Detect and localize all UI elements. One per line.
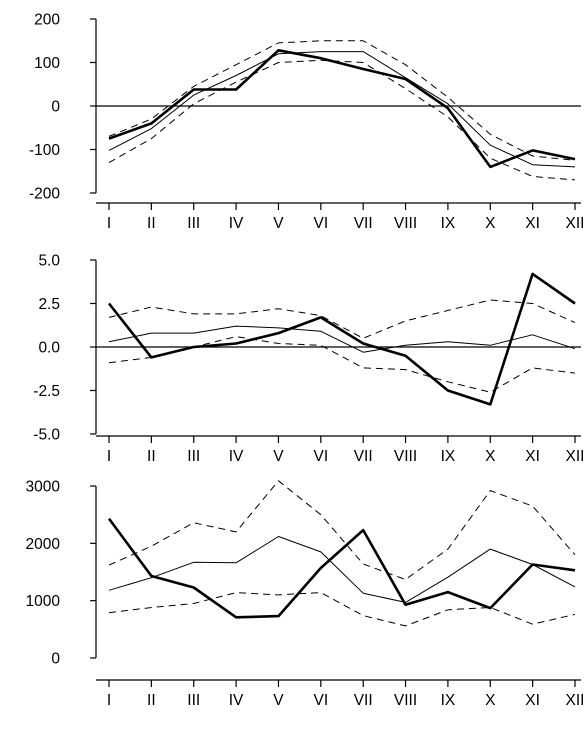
x-tick-label: VII [354, 215, 373, 232]
x-tick-label: IV [229, 448, 244, 465]
y-tick-label: 2.5 [38, 296, 60, 313]
series-line-dashed [108, 59, 576, 181]
series-line-dashed [108, 40, 576, 161]
x-tick-label: X [485, 692, 496, 709]
y-tick-label: 0 [51, 99, 60, 116]
series-line-thin [108, 325, 576, 353]
series-line-thin [108, 536, 576, 603]
series-line-dashed [108, 592, 576, 627]
series-line-thin [108, 51, 576, 168]
x-tick-label: VIII [394, 448, 417, 465]
x-tick-label: I [107, 215, 111, 232]
x-tick-label: III [187, 215, 200, 232]
x-tick-label: V [273, 215, 284, 232]
y-tick-label: -200 [29, 186, 60, 203]
y-tick-label: 200 [34, 12, 60, 29]
x-tick-label: VII [354, 692, 373, 709]
x-tick-label: IX [441, 215, 456, 232]
x-tick-label: V [273, 448, 284, 465]
y-tick-label: 5.0 [38, 253, 60, 270]
x-tick-label: III [187, 692, 200, 709]
x-tick-label: X [485, 215, 496, 232]
x-tick-label: VI [313, 448, 328, 465]
y-tick-label: 0 [51, 651, 60, 668]
series-line-bold [107, 517, 576, 619]
series-line-bold [107, 272, 576, 406]
x-tick-label: XI [525, 215, 540, 232]
x-tick-label: XII [566, 448, 585, 465]
y-tick-label: -100 [29, 142, 60, 159]
series-line-dashed [108, 299, 576, 339]
x-tick-label: II [147, 215, 156, 232]
x-tick-label: XII [566, 692, 585, 709]
y-tick-label: 2000 [26, 536, 61, 553]
y-tick-label: 0.0 [38, 340, 60, 357]
y-tick-label: -2.5 [33, 383, 60, 400]
x-tick-label: I [107, 448, 111, 465]
x-tick-label: VII [354, 448, 373, 465]
x-tick-label: XI [525, 692, 540, 709]
y-tick-label: -5.0 [33, 427, 60, 444]
x-tick-label: IV [229, 215, 244, 232]
x-tick-label: IX [441, 448, 456, 465]
x-tick-label: II [147, 692, 156, 709]
y-tick-label: 100 [34, 55, 60, 72]
x-tick-label: VI [313, 215, 328, 232]
y-tick-label: 3000 [26, 479, 61, 496]
x-tick-label: VIII [394, 215, 417, 232]
anomaly-panel: -5.0-2.50.02.55.0I II III IV V VI VII VIII IX X XI… [33, 253, 584, 466]
x-tick-label: II [147, 448, 156, 465]
series-line-dashed [108, 480, 576, 580]
x-tick-label: VI [313, 692, 328, 709]
x-tick-label: VIII [394, 692, 417, 709]
series-line-bold [108, 48, 576, 169]
x-tick-label: IX [441, 692, 456, 709]
x-tick-label: IV [229, 692, 244, 709]
x-tick-label: III [187, 448, 200, 465]
x-tick-label: X [485, 448, 496, 465]
series-line-dashed [108, 336, 576, 393]
x-tick-label: I [107, 692, 111, 709]
y-tick-label: 1000 [26, 593, 61, 610]
x-tick-label: XI [525, 448, 540, 465]
x-tick-label: XII [566, 215, 585, 232]
x-tick-label: V [273, 692, 284, 709]
